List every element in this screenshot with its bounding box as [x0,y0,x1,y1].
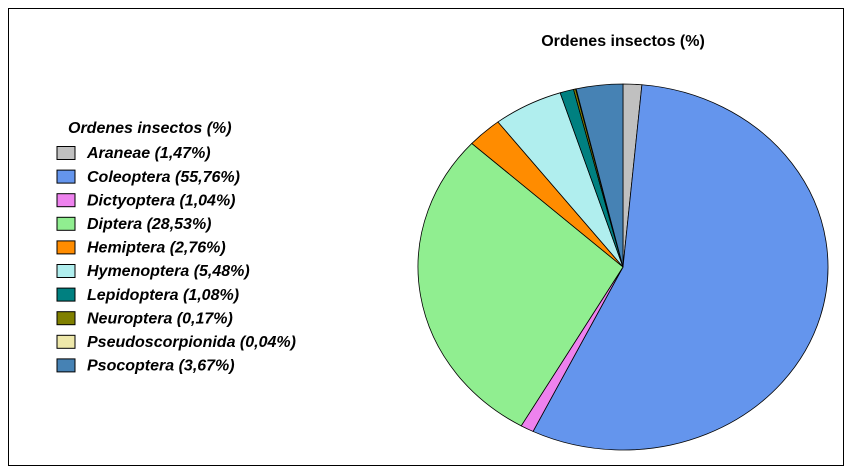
legend-label: Psocoptera (3,67%) [87,358,235,375]
pie-slice [575,83,624,268]
legend-label: Pseudoscorpionida (0,04%) [87,334,296,351]
legend-label: Neuroptera (0,17%) [87,310,233,327]
chart-title: Ordenes insectos (%) [541,33,705,50]
legend-swatch [56,193,76,208]
legend-swatch [56,358,76,373]
pie-slice [417,142,624,427]
legend-label: Hymenoptera (5,48%) [87,263,250,280]
legend-swatch [56,240,76,255]
legend-swatch [56,146,76,160]
legend-label: Hemiptera (2,76%) [87,240,226,257]
legend-label: Coleoptera (55,76%) [87,169,240,186]
legend-swatch [56,169,76,184]
legend-swatch [56,264,76,278]
legend-label: Dictyoptera (1,04%) [87,192,236,209]
legend-swatch [56,334,76,349]
legend-title: Ordenes insectos (%) [68,120,232,137]
pie-slice [532,84,829,451]
legend-label: Araneae (1,47%) [86,145,211,162]
legend-label: Diptera (28,53%) [87,216,212,233]
legend-swatch [56,311,76,326]
legend-swatch [56,287,76,302]
legend-label: Lepidoptera (1,08%) [87,287,239,304]
legend-swatch [56,216,76,231]
